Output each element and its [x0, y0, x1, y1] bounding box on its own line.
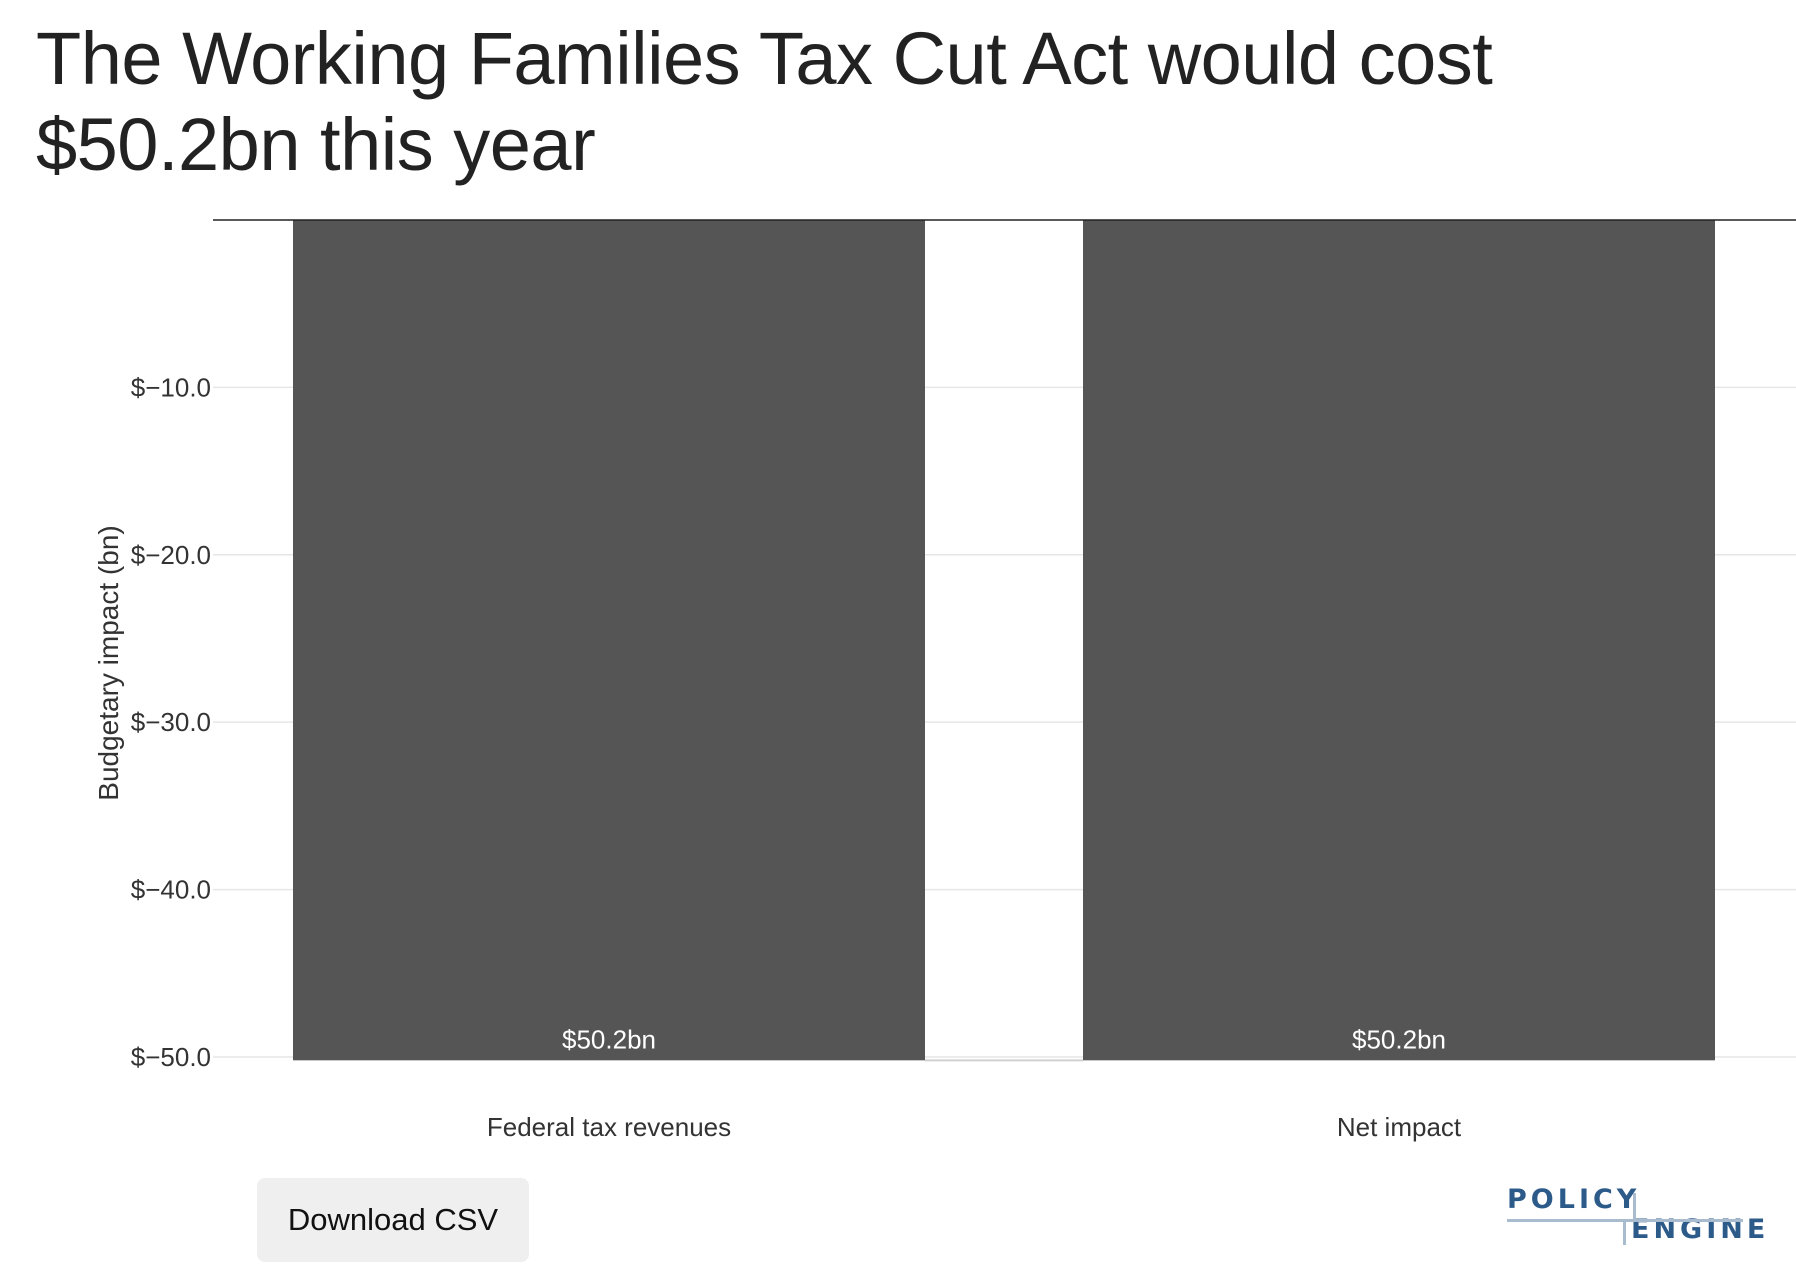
bar	[1083, 220, 1715, 1061]
y-tick-label: $−50.0	[131, 1042, 211, 1072]
category-labels: Federal tax revenues Net impact	[487, 1112, 1462, 1142]
y-tick-labels: $−10.0 $−20.0 $−30.0 $−40.0 $−50.0	[131, 372, 211, 1072]
data-label: $50.2bn	[562, 1024, 656, 1054]
y-tick-label: $−40.0	[131, 875, 211, 905]
policyengine-logo: POLICY ENGINE	[1505, 1184, 1765, 1257]
chart-title: The Working Families Tax Cut Act would c…	[36, 17, 1493, 186]
y-tick-label: $−30.0	[131, 707, 211, 737]
logo-divider-right	[1633, 1193, 1636, 1219]
y-tick-label: $−20.0	[131, 540, 211, 570]
data-labels: $50.2bn $50.2bn	[562, 1024, 1446, 1054]
bars	[293, 220, 1715, 1062]
bar	[293, 220, 925, 1061]
data-label: $50.2bn	[1352, 1024, 1446, 1054]
y-axis-title: Budgetary impact (bn)	[93, 525, 124, 800]
logo-divider-left	[1623, 1219, 1626, 1245]
category-label: Federal tax revenues	[487, 1112, 731, 1142]
y-tick-label: $−10.0	[131, 372, 211, 402]
download-csv-button[interactable]: Download CSV	[257, 1178, 529, 1262]
logo-word-policy: POLICY	[1507, 1184, 1641, 1215]
category-label: Net impact	[1337, 1112, 1462, 1142]
